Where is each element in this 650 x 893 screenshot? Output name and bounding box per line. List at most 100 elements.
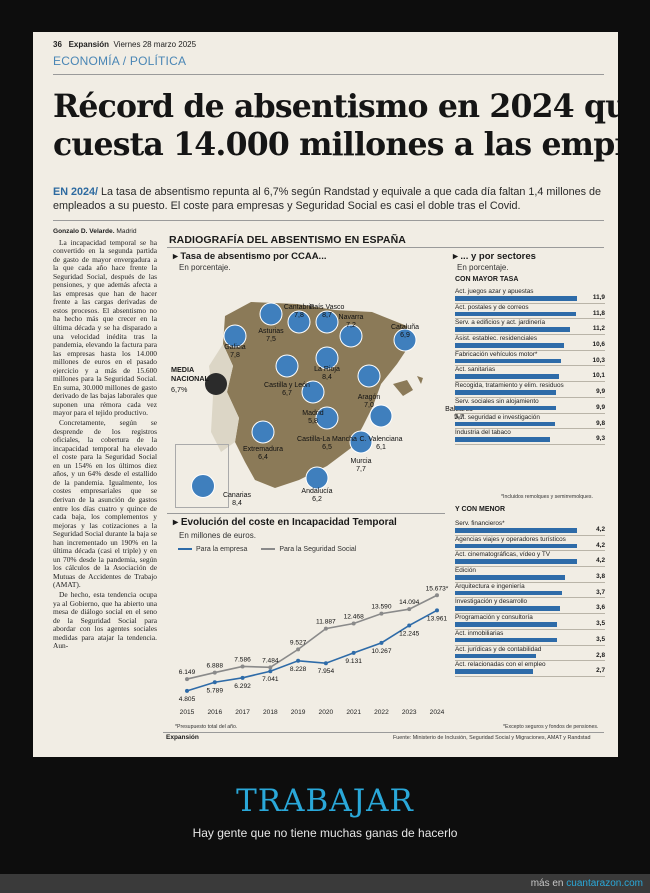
- sector-label: Serv. sociales sin alojamiento: [455, 397, 539, 405]
- row-rule: [455, 613, 605, 615]
- sector-value: 11,9: [592, 294, 605, 301]
- row-rule: [455, 443, 605, 445]
- sector-bar: [455, 637, 557, 643]
- page-number: 36: [53, 40, 62, 49]
- region-value: 6,4: [258, 454, 268, 461]
- region-name: Castilla-La Mancha: [297, 436, 357, 443]
- region-value: 7,5: [266, 336, 276, 343]
- row-rule: [455, 660, 605, 662]
- row-rule: [455, 534, 605, 536]
- region-name: Navarra: [338, 314, 364, 321]
- region-value: 8,4: [232, 500, 242, 507]
- sectors-high-head: CON MAYOR TASA: [455, 276, 519, 283]
- region-name: Aragón: [357, 394, 381, 401]
- region-name: País Vasco: [309, 304, 345, 311]
- data-point: [296, 647, 301, 652]
- row-rule: [455, 302, 605, 304]
- data-label: 13.961: [427, 615, 448, 622]
- byline-author: Gonzalo D. Velarde.: [53, 228, 115, 235]
- region-label: Galicia 7,8: [205, 344, 265, 360]
- caption-subtitle: Hay gente que no tiene muchas ganas de h…: [192, 826, 458, 840]
- region-name: Canarias: [222, 492, 251, 499]
- region-name: Andalucía: [301, 488, 333, 495]
- region-value: 8,4: [322, 374, 332, 381]
- region-name: Galicia: [224, 344, 246, 351]
- sector-label: Asist. establec. residenciales: [455, 335, 538, 343]
- row-rule: [455, 566, 605, 568]
- sector-bar: [455, 528, 577, 533]
- sector-row: Act. cinematográficas, vídeo y TV 4,2: [455, 551, 605, 568]
- sector-label: Act. juegos azar y apuestas: [455, 288, 534, 295]
- footer-prefix: más en: [530, 878, 564, 889]
- sector-bar: [455, 343, 564, 348]
- data-point: [351, 621, 356, 626]
- sector-value: 3,8: [596, 573, 605, 581]
- data-label: 13.590: [371, 604, 392, 611]
- sector-row: Serv. sociales sin alojamiento 9,9: [455, 398, 605, 414]
- region-dot: [305, 466, 329, 490]
- sector-value: 9,8: [596, 419, 605, 427]
- region-dot: [315, 406, 339, 430]
- data-label: 12.245: [399, 630, 420, 637]
- lede-tag: EN 2024/: [53, 186, 99, 198]
- sector-bar: [455, 606, 560, 612]
- sector-bar: [455, 437, 551, 442]
- region-name: Cantabria: [283, 304, 315, 311]
- sector-row: Serv. financieros* 4,2: [455, 520, 605, 536]
- line-chart-title: ▸ Evolución del coste en Incapacidad Tem…: [173, 517, 397, 528]
- site-link[interactable]: cuantarazon.com: [566, 878, 643, 889]
- region-dot: [339, 324, 363, 348]
- data-point: [435, 608, 439, 613]
- data-point: [268, 669, 273, 674]
- sectors-low-head: Y CON MENOR: [455, 506, 506, 513]
- graphic-title: RADIOGRAFÍA DEL ABSENTISMO EN ESPAÑA: [169, 234, 406, 246]
- data-point: [435, 593, 439, 598]
- sector-row: Act. seguridad e investigación 9,8: [455, 414, 605, 430]
- sector-bar: [455, 421, 556, 427]
- sector-label: Act. seguridad e investigación: [455, 413, 540, 421]
- caption-title: TRABAJAR: [236, 783, 414, 819]
- region-value: 5,7: [454, 414, 464, 421]
- sector-row: Agencias viajes y operadores turísticos 4…: [455, 536, 605, 552]
- paper-name: Expansión: [68, 40, 110, 49]
- region-dot: [275, 354, 299, 378]
- sector-row: Asist. establec. residenciales 10,6: [455, 335, 605, 351]
- sector-bar: [455, 559, 577, 564]
- region-dot: [393, 328, 417, 352]
- sector-value: 3,5: [596, 620, 605, 628]
- data-point: [379, 611, 384, 616]
- sector-bar: [455, 575, 566, 580]
- sector-bar: [455, 669, 534, 674]
- data-label: 7.484: [262, 657, 279, 664]
- region-value: 7,0: [364, 402, 374, 409]
- x-tick-label: 2017: [235, 709, 250, 716]
- article-body: Gonzalo D. Velarde. Madrid La incapacida…: [53, 228, 157, 738]
- map-land-baleares: [393, 376, 423, 396]
- sector-label: Investigación y desarrollo: [455, 598, 528, 606]
- sector-row: Act. inmobiliarias 3,5: [455, 630, 605, 646]
- sector-value: 11,8: [592, 309, 605, 317]
- data-label: 9.527: [290, 639, 307, 646]
- sector-value: 3,5: [596, 635, 605, 643]
- sector-row: Act. juegos azar y apuestas 11,9: [455, 288, 605, 304]
- map-title-text: Tasa de absentismo por CCAA...: [180, 251, 327, 262]
- region-dot: [349, 430, 373, 454]
- media-nacional-label: MEDIA NACIONAL: [171, 365, 209, 383]
- sector-label: Act. relacionadas con el empleo: [455, 661, 546, 669]
- sector-bar: [455, 590, 563, 596]
- data-point: [185, 677, 189, 682]
- sector-value: 4,2: [596, 557, 605, 565]
- region-dot: [357, 364, 381, 388]
- data-label: 7.586: [234, 656, 251, 663]
- data-label: 6.149: [179, 669, 196, 676]
- sector-row: Industria del tabaco 9,3: [455, 429, 605, 445]
- sector-value: 9,9: [596, 403, 605, 411]
- region-name: Extremadura: [242, 446, 284, 453]
- sector-row: Act. sanitarias 10,1: [455, 366, 605, 383]
- x-tick-label: 2022: [374, 709, 389, 716]
- sector-value: 10,3: [592, 356, 605, 364]
- sectors-title: ▸ ... y por sectores: [453, 251, 536, 262]
- region-value: 7,7: [356, 466, 366, 473]
- newspaper-clipping: 36 Expansión Viernes 28 marzo 2025 ECONO…: [33, 32, 618, 757]
- divider: [163, 732, 604, 733]
